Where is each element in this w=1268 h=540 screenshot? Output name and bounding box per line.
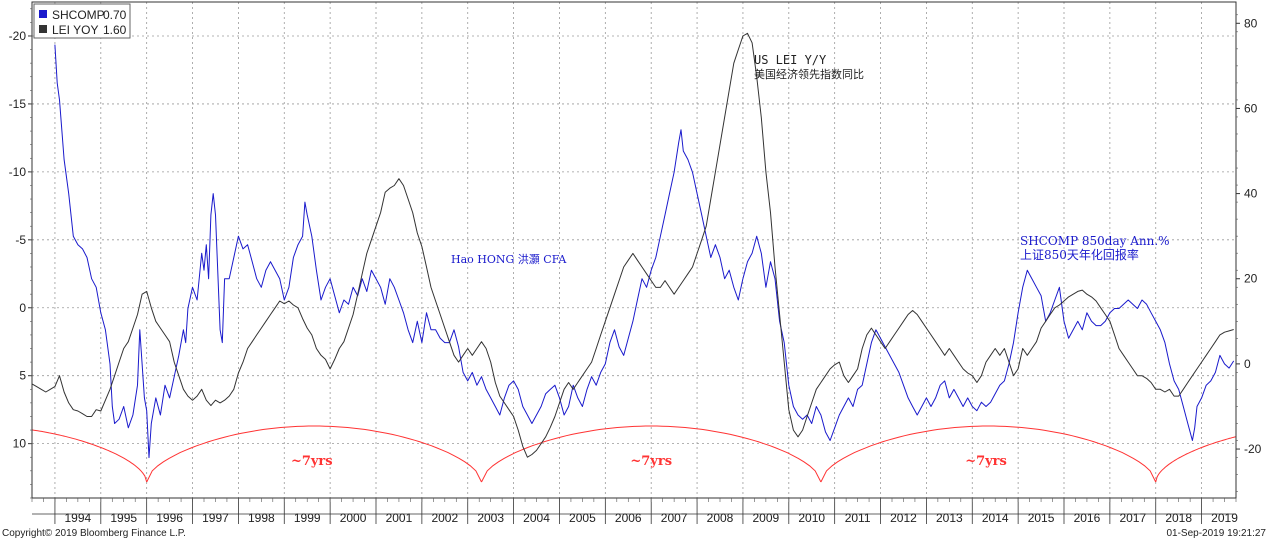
legend-swatch-shcomp [39,10,47,18]
year-label: 2019 [1211,511,1238,525]
annotation-shcomp-title: SHCOMP 850day Ann.% [1020,234,1170,248]
year-label: 2012 [890,511,917,525]
right-tick-label: -20 [1244,442,1262,456]
year-label: 2007 [661,511,688,525]
plot-frame [31,1,1237,499]
year-label: 1997 [202,511,229,525]
cycle-label: ~7yrs [630,454,672,469]
cycle-label: ~7yrs [965,454,1007,469]
left-tick-label: -5 [15,233,26,247]
left-tick-label: -20 [9,29,27,43]
cycle-arc [1155,436,1237,483]
cycle-labels: ~7yrs ~7yrs ~7yrs [291,454,1007,469]
left-tick-label: 10 [13,437,27,451]
year-label: 2015 [1028,511,1055,525]
year-label: 2006 [615,511,642,525]
year-label: 2011 [845,511,871,525]
left-tick-label: 0 [19,301,26,315]
cycle-arc [31,429,148,483]
year-label: 2017 [1119,511,1146,525]
year-label: 2005 [569,511,596,525]
cycle-arc [146,425,482,483]
left-tick-label: 5 [19,369,26,383]
right-tick-label: 20 [1244,272,1258,286]
year-label: 2004 [523,511,550,525]
legend-name-shcomp: SHCOMP [52,8,105,22]
year-label: 1999 [294,511,321,525]
legend-name-lei: LEI YOY [52,23,98,37]
legend-box [33,3,131,39]
year-label: 2018 [1165,511,1192,525]
left-axis: -20 -15 -10 -5 0 5 10 [9,8,32,499]
year-axis: 1994 1995 1996 1997 1998 1999 2000 2001 2002 2003… [31,498,1238,525]
right-tick-label: 0 [1244,357,1251,371]
year-label: 2002 [431,511,458,525]
year-label: 1996 [156,511,183,525]
left-tick-label: -10 [9,165,27,179]
right-tick-label: 60 [1244,101,1258,115]
annotation-lei-subtitle: 美国经济领先指数同比 [754,67,864,81]
annotation-lei-title: US LEI Y/Y [754,53,827,67]
year-label: 2016 [1074,511,1101,525]
annotation-shcomp-subtitle: 上证850天年化回报率 [1020,247,1139,262]
annotation-author: Hao HONG 洪灝 CFA [451,252,567,266]
cycle-label: ~7yrs [291,454,333,469]
cycle-arc [820,425,1157,483]
year-label: 2009 [753,511,780,525]
right-tick-label: 80 [1244,16,1258,30]
cycle-arc [481,425,822,483]
legend: SHCOMP 0.70 LEI YOY 1.60 [33,3,131,39]
year-label: 1995 [110,511,137,525]
footer-copyright: Copyright© 2019 Bloomberg Finance L.P. [2,528,186,539]
legend-swatch-lei [39,25,47,33]
year-label: 2008 [707,511,734,525]
year-label: 2013 [936,511,963,525]
grid-lines [32,2,1236,498]
left-tick-label: -15 [9,97,27,111]
legend-value-shcomp: 0.70 [103,8,127,22]
legend-value-lei: 1.60 [103,23,127,37]
right-tick-label: 40 [1244,187,1258,201]
year-label: 2000 [340,511,367,525]
year-label: 1998 [248,511,275,525]
year-label: 2001 [386,511,413,525]
cycle-arcs [31,425,1237,483]
series-line-lei-yoy [32,32,1234,458]
year-label: 1994 [65,511,92,525]
year-label: 2010 [798,511,825,525]
series-lines [32,32,1235,459]
year-label: 2003 [477,511,504,525]
year-label: 2014 [982,511,1009,525]
footer-timestamp: 01-Sep-2019 19:21:27 [1166,528,1266,539]
right-axis: 80 60 40 20 0 -20 [1236,14,1262,492]
series-line-shcomp [54,44,1235,459]
